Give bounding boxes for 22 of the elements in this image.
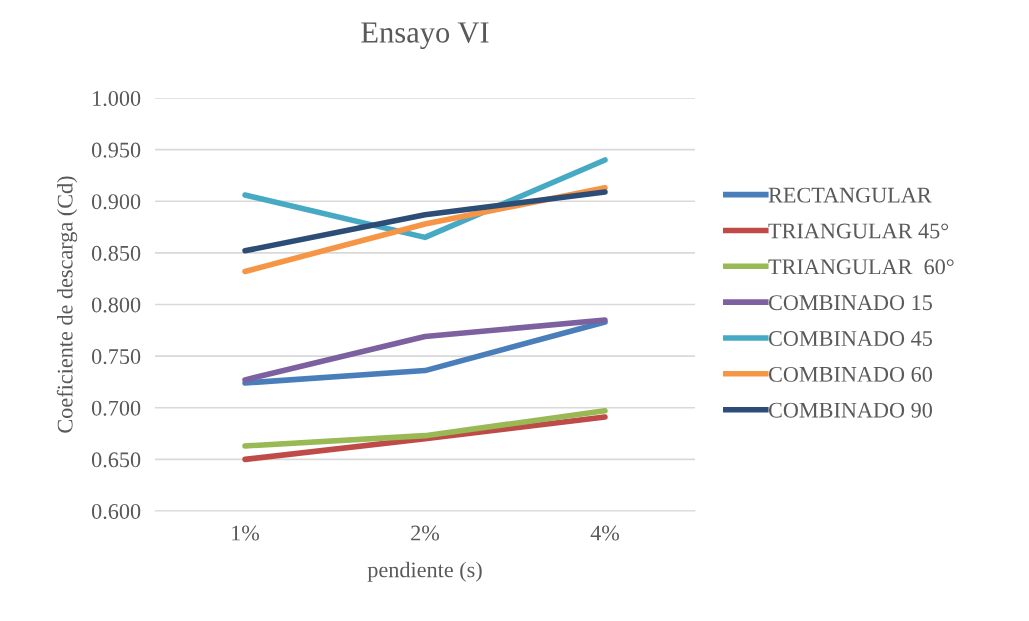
y-tick-label: 0.800 xyxy=(91,297,141,313)
x-tick-label: 1% xyxy=(232,525,260,541)
y-tick-label: 0.850 xyxy=(91,245,141,261)
x-tick-label: 2% xyxy=(411,525,440,541)
legend-label: RECTANGULAR xyxy=(768,187,932,203)
legend-label: TRIANGULAR 60° xyxy=(768,259,954,275)
legend-label: COMBINADO 60 xyxy=(768,366,932,382)
x-axis-title: pendiente (s) xyxy=(367,561,482,582)
y-tick-label: 0.650 xyxy=(91,452,141,468)
y-tick-label: 1.000 xyxy=(93,90,141,107)
legend-label: COMBINADO 45 xyxy=(768,331,932,346)
y-tick-label: 0.600 xyxy=(91,503,141,520)
chart-title: Ensayo VI xyxy=(361,22,489,50)
y-tick-label: 0.950 xyxy=(91,142,141,158)
y-tick-label: 0.700 xyxy=(91,400,141,416)
y-tick-label: 0.900 xyxy=(91,194,141,210)
legend-label: COMBINADO 15 xyxy=(768,295,932,311)
legend-label: COMBINADO 90 xyxy=(768,402,932,418)
x-tick-label: 4% xyxy=(590,525,620,541)
y-axis-title: Coeficiente de descarga (Cd) xyxy=(56,176,78,433)
legend-label: TRIANGULAR 45° xyxy=(768,223,949,239)
y-tick-label: 0.750 xyxy=(91,349,141,365)
